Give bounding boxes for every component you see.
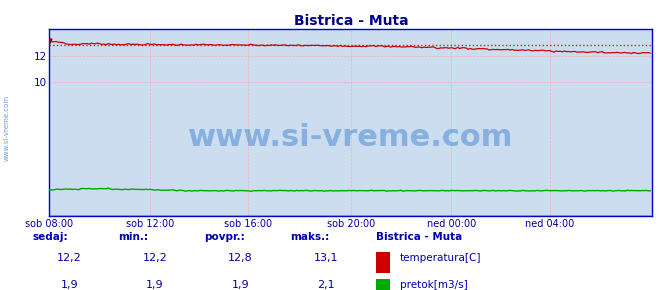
Text: 1,9: 1,9	[146, 280, 163, 290]
Bar	[376, 279, 390, 290]
Text: povpr.:: povpr.:	[204, 232, 245, 242]
Bar	[376, 252, 390, 273]
Text: 1,9: 1,9	[61, 280, 78, 290]
Text: 12,2: 12,2	[142, 253, 167, 263]
Text: Bistrica - Muta: Bistrica - Muta	[376, 232, 462, 242]
Text: min.:: min.:	[119, 232, 149, 242]
Title: Bistrica - Muta: Bistrica - Muta	[294, 14, 408, 28]
Text: 1,9: 1,9	[232, 280, 249, 290]
Text: 13,1: 13,1	[314, 253, 339, 263]
Text: pretok[m3/s]: pretok[m3/s]	[400, 280, 468, 290]
Text: sedaj:: sedaj:	[33, 232, 69, 242]
Text: 12,2: 12,2	[57, 253, 82, 263]
Text: 2,1: 2,1	[318, 280, 335, 290]
Text: www.si-vreme.com: www.si-vreme.com	[3, 95, 10, 161]
Text: 12,8: 12,8	[228, 253, 253, 263]
Text: maks.:: maks.:	[290, 232, 330, 242]
Text: temperatura[C]: temperatura[C]	[400, 253, 482, 263]
Text: www.si-vreme.com: www.si-vreme.com	[188, 123, 513, 152]
